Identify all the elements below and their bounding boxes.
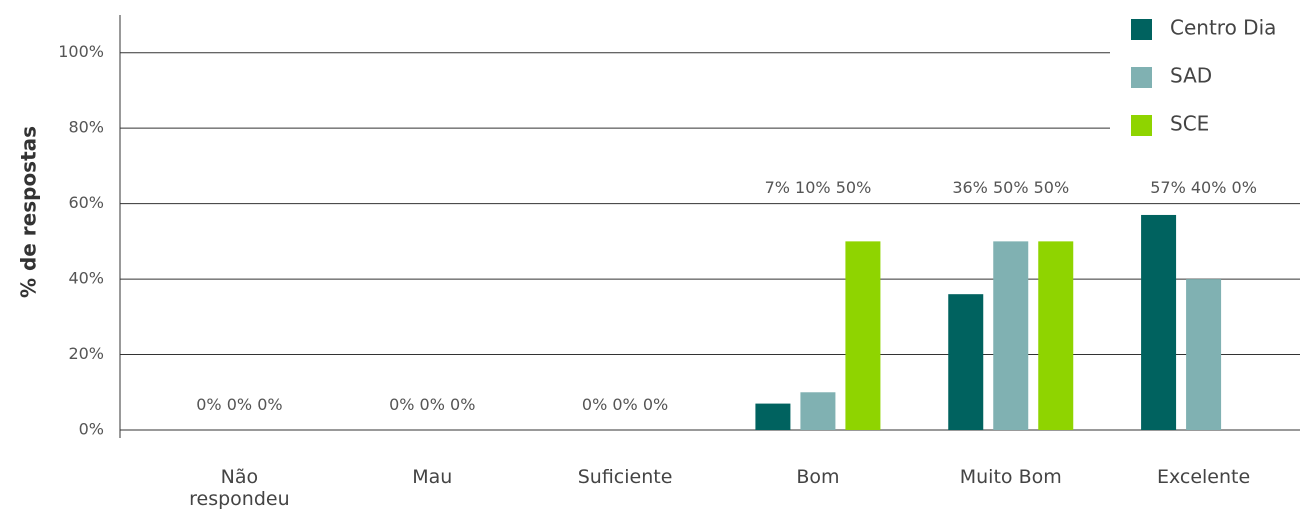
legend-label: SAD	[1170, 64, 1212, 88]
legend-swatch	[1131, 19, 1152, 40]
x-tick-label: Mau	[412, 466, 453, 488]
y-tick-label: 0%	[79, 420, 104, 439]
y-tick-label: 20%	[68, 344, 104, 363]
value-label: 0%	[389, 395, 414, 414]
value-label: 0%	[582, 395, 607, 414]
x-tick-label: Excelente	[1156, 466, 1251, 488]
value-label-group: 57% 40% 0%	[1150, 177, 1257, 196]
legend-label: SCE	[1170, 112, 1209, 136]
value-label: 0%	[612, 395, 637, 414]
value-label: 36%	[952, 177, 988, 196]
value-label: 7%	[765, 177, 790, 196]
y-tick-label: 60%	[68, 193, 104, 212]
value-label-group: 0% 0% 0%	[196, 395, 282, 414]
value-label: 0%	[227, 395, 252, 414]
value-label-group: 0% 0% 0%	[582, 395, 668, 414]
legend-label: Centro Dia	[1170, 16, 1276, 40]
bar	[1038, 241, 1074, 430]
y-tick-label: 100%	[58, 42, 104, 61]
y-tick-label: 40%	[68, 269, 104, 288]
bar	[800, 392, 836, 430]
legend-swatch	[1131, 67, 1152, 88]
value-label-group: 7% 10% 50%	[765, 177, 872, 196]
bar	[1141, 214, 1177, 430]
value-label: 50%	[993, 177, 1029, 196]
x-tick-label: Suficiente	[577, 466, 673, 488]
bar	[755, 403, 791, 430]
value-label: 57%	[1150, 177, 1186, 196]
value-label-group: 36% 50% 50%	[952, 177, 1069, 196]
value-label: 0%	[257, 395, 282, 414]
value-label: 40%	[1191, 177, 1227, 196]
value-label: 0%	[450, 395, 475, 414]
x-tick-label: Bom	[796, 466, 840, 488]
value-label: 0%	[1232, 177, 1257, 196]
y-axis-title: % de respostas	[17, 126, 41, 298]
bar	[845, 241, 881, 430]
bar	[948, 294, 984, 430]
value-label-group: 0% 0% 0%	[389, 395, 475, 414]
legend-swatch	[1131, 115, 1152, 136]
value-label: 10%	[795, 177, 831, 196]
value-label: 0%	[643, 395, 668, 414]
x-tick-label: Muito Bom	[959, 466, 1062, 488]
value-label: 0%	[420, 395, 445, 414]
value-label: 0%	[196, 395, 221, 414]
value-label: 50%	[1034, 177, 1070, 196]
value-label: 50%	[836, 177, 872, 196]
x-tick-label: Não respondeu	[189, 466, 290, 510]
bar	[993, 241, 1029, 430]
y-tick-label: 80%	[68, 118, 104, 137]
bar	[1186, 279, 1222, 430]
